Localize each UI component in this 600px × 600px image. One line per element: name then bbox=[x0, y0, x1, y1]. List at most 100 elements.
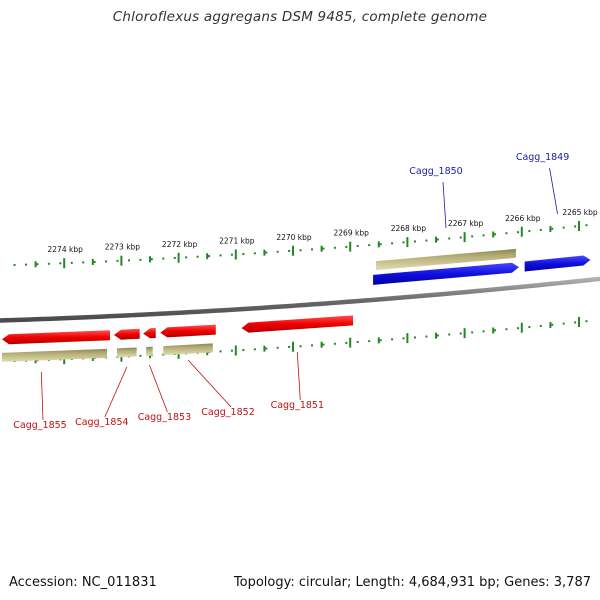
scale-dot bbox=[230, 349, 233, 352]
gene-label-cagg-1849[interactable]: Cagg_1849 bbox=[516, 152, 569, 163]
scale-dot bbox=[528, 326, 531, 329]
gene-arrow-cagg-1851[interactable] bbox=[241, 315, 354, 333]
scale-tick bbox=[234, 249, 237, 260]
scale-dot bbox=[471, 235, 474, 238]
scale-dot bbox=[299, 345, 302, 348]
scale-dot bbox=[413, 336, 416, 339]
scale-dot bbox=[25, 263, 27, 266]
scale-dot bbox=[311, 248, 313, 251]
scale-tick bbox=[520, 226, 523, 237]
gene-arrow-cagg-1854[interactable] bbox=[113, 328, 140, 340]
scale-dot bbox=[562, 322, 565, 325]
scale-dot bbox=[276, 250, 279, 253]
scale-dot bbox=[459, 332, 462, 335]
scale-dot bbox=[562, 226, 565, 229]
scale-dot bbox=[356, 341, 359, 344]
scale-dot bbox=[516, 327, 519, 330]
scale-tick bbox=[63, 258, 66, 269]
gene-leader-line bbox=[442, 181, 447, 229]
scale-dot bbox=[219, 254, 222, 257]
scale-dot bbox=[471, 331, 474, 334]
scale-dot bbox=[379, 243, 382, 246]
scale-dot bbox=[185, 256, 188, 259]
scale-dot bbox=[59, 262, 62, 265]
cds-bar-cagg-1852[interactable] bbox=[163, 343, 213, 356]
scale-dot bbox=[505, 328, 508, 331]
scale-dot bbox=[322, 343, 325, 346]
cds-bar-cagg-1853[interactable] bbox=[146, 346, 153, 356]
scale-tick bbox=[120, 255, 123, 266]
scale-label: 2272 kbp bbox=[162, 240, 198, 249]
scale-dot bbox=[276, 346, 279, 349]
scale-dot bbox=[162, 257, 165, 260]
scale-dot bbox=[402, 337, 405, 340]
scale-dot bbox=[299, 249, 302, 252]
scale-dot bbox=[311, 344, 313, 347]
scale-dot bbox=[288, 250, 291, 253]
scale-dot bbox=[322, 247, 325, 250]
gene-label-cagg-1855[interactable]: Cagg_1855 bbox=[13, 420, 66, 431]
scale-dot bbox=[345, 245, 348, 248]
gene-label-cagg-1852[interactable]: Cagg_1852 bbox=[201, 407, 254, 418]
scale-dot bbox=[436, 238, 439, 241]
scale-dot bbox=[253, 252, 256, 255]
scale-dot bbox=[402, 241, 405, 244]
scale-dot bbox=[208, 255, 211, 258]
scale-dot bbox=[173, 257, 176, 260]
scale-dot bbox=[368, 244, 371, 247]
gene-leader-line bbox=[149, 364, 168, 413]
scale-dot bbox=[425, 335, 428, 338]
scale-tick bbox=[349, 241, 352, 252]
scale-dot bbox=[345, 341, 348, 344]
scale-dot bbox=[265, 251, 268, 254]
scale-dot bbox=[574, 225, 577, 228]
scale-dot bbox=[13, 264, 16, 267]
scale-tick bbox=[463, 328, 466, 339]
scale-dot bbox=[551, 323, 554, 326]
scale-label: 2268 kbp bbox=[391, 224, 427, 233]
gene-label-layer: Cagg_1849 Cagg_1850 Cagg_1851 Cagg_1852 Cagg… bbox=[13, 152, 569, 431]
scale-minor-tick bbox=[34, 261, 37, 268]
cds-bar-cagg-1855[interactable] bbox=[2, 348, 107, 362]
gene-leader-line bbox=[549, 167, 558, 215]
backbone-line bbox=[0, 276, 600, 323]
scale-dot bbox=[127, 259, 130, 262]
scale-dot bbox=[391, 242, 394, 245]
scale-dot bbox=[368, 340, 371, 343]
cds-bar-cagg-1850[interactable] bbox=[376, 248, 516, 271]
scale-dot bbox=[482, 330, 485, 333]
scale-tick bbox=[292, 245, 294, 256]
gene-leader-line bbox=[104, 366, 128, 418]
scale-minor-tick bbox=[320, 341, 323, 348]
gene-label-cagg-1854[interactable]: Cagg_1854 bbox=[75, 417, 128, 428]
page-title: Chloroflexus aggregans DSM 9485, complet… bbox=[112, 9, 488, 25]
scale-minor-tick bbox=[492, 327, 495, 334]
gene-arrow-cagg-1855[interactable] bbox=[2, 330, 110, 345]
scale-dot bbox=[494, 233, 497, 236]
cds-bar-cagg-1854[interactable] bbox=[116, 347, 137, 358]
scale-dot bbox=[196, 255, 199, 258]
gene-arrow-cagg-1853[interactable] bbox=[143, 328, 156, 339]
gene-arrow-cagg-1852[interactable] bbox=[160, 324, 216, 338]
upper-scale-track: 2265 kbp 2266 kbp 2267 kbp 2268 kbp 2269 kbp… bbox=[13, 208, 598, 269]
scale-dot bbox=[505, 232, 508, 235]
gene-arrow-cagg-1849[interactable] bbox=[524, 255, 591, 272]
scale-dot bbox=[47, 262, 50, 265]
scale-minor-tick bbox=[263, 249, 266, 256]
scale-dot bbox=[162, 353, 165, 356]
scale-minor-tick bbox=[377, 337, 380, 344]
scale-dot bbox=[574, 321, 577, 324]
scale-dot bbox=[539, 324, 542, 327]
scale-dot bbox=[482, 234, 485, 237]
scale-label: 2267 kbp bbox=[448, 219, 484, 228]
gene-label-cagg-1851[interactable]: Cagg_1851 bbox=[271, 400, 324, 411]
gene-label-cagg-1850[interactable]: Cagg_1850 bbox=[409, 166, 462, 177]
gene-label-cagg-1853[interactable]: Cagg_1853 bbox=[138, 412, 191, 423]
scale-dot bbox=[82, 261, 85, 264]
scale-label: 2265 kbp bbox=[562, 208, 598, 217]
gene-arrow-cagg-1850[interactable] bbox=[373, 262, 519, 285]
scale-label: 2274 kbp bbox=[48, 245, 84, 254]
scale-dot bbox=[333, 246, 336, 249]
scale-label: 2266 kbp bbox=[505, 214, 541, 223]
